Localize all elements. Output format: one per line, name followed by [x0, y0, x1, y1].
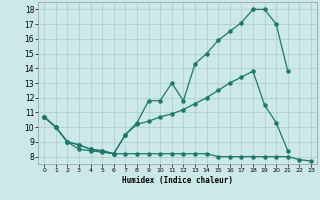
X-axis label: Humidex (Indice chaleur): Humidex (Indice chaleur) [122, 176, 233, 185]
